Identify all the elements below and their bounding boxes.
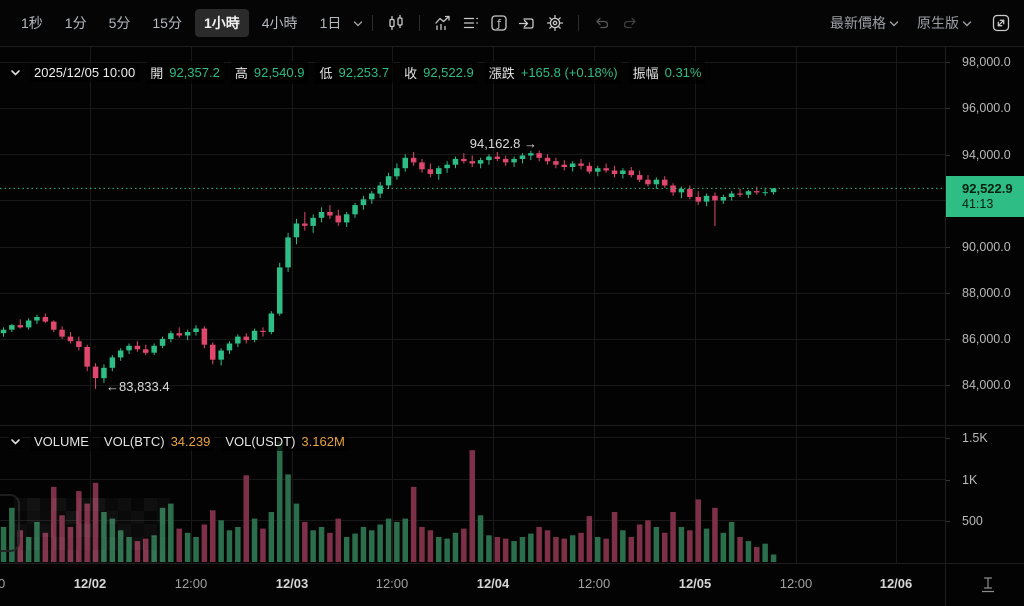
- field-value: 34.239: [170, 434, 211, 449]
- interval-button[interactable]: 4小時: [261, 15, 298, 31]
- axis-time-label: 12/06: [879, 576, 913, 591]
- interval-group: 1秒 1分 5分 15分 1小時 4小時 1日: [12, 9, 350, 37]
- chart-toolbar: 1秒 1分 5分 15分 1小時 4小時 1日: [0, 0, 1024, 47]
- field-label: VOL(USDT): [225, 434, 296, 449]
- legend-field: 開 92,357.2: [146, 61, 224, 84]
- ohlc-legend: 2025/12/05 10:00 開 92,357.2 高 92,540.9 低 92,2…: [8, 61, 706, 84]
- legend-field: 振幅 0.31%: [628, 61, 706, 84]
- field-label: 收: [404, 66, 418, 81]
- interval-button[interactable]: 1小時: [194, 9, 249, 37]
- axis-price-label: 500: [962, 514, 983, 528]
- legend-field: VOL(BTC) 34.239: [99, 432, 215, 451]
- legend-field: 低 92,253.7: [315, 61, 394, 84]
- field-value: 3.162M: [301, 434, 345, 449]
- interval-button[interactable]: 1秒: [21, 15, 43, 31]
- undo-icon[interactable]: [588, 9, 616, 37]
- volume-title: VOLUME: [30, 432, 93, 451]
- field-value: +165.8 (+0.18%): [520, 65, 618, 80]
- volume-legend: VOLUME VOL(BTC) 34.239 VOL(USDT) 3.162M: [8, 432, 349, 451]
- field-value: 92,522.9: [423, 65, 474, 80]
- price-scale-reset-icon[interactable]: [977, 573, 999, 597]
- axis-price-label: 98,000.0: [962, 55, 1011, 69]
- svg-text:ƒ: ƒ: [496, 17, 502, 30]
- field-label: 低: [319, 66, 333, 81]
- axis-price-label: 84,000.0: [962, 378, 1011, 392]
- interval-button[interactable]: 1日: [319, 15, 342, 31]
- last-price-badge[interactable]: 92,522.9 41:13: [946, 176, 1024, 217]
- field-label: VOL(BTC): [103, 434, 165, 449]
- axis-time-label: 12:00: [577, 576, 611, 591]
- price-mode-dropdown[interactable]: 最新價格: [830, 13, 899, 33]
- chevron-down-icon: [889, 19, 899, 28]
- toolbar-separator: [419, 15, 421, 31]
- axis-price-label: 94,000.0: [962, 148, 1011, 162]
- legend-field: 高 92,540.9: [230, 61, 309, 84]
- field-value: 92,357.2: [169, 65, 220, 80]
- settings-gear-icon[interactable]: [541, 9, 569, 37]
- field-label: 振幅: [632, 66, 659, 81]
- legend-field: 收 92,522.9: [400, 61, 478, 84]
- version-label: 原生版: [917, 15, 959, 31]
- axis-time-label: 12:00: [779, 576, 813, 591]
- interval-dropdown-chevron-icon[interactable]: [353, 19, 363, 28]
- candle-style-icon[interactable]: [382, 9, 410, 37]
- field-value: 92,253.7: [338, 65, 390, 80]
- interval-button[interactable]: 5分: [108, 15, 131, 31]
- template-icon[interactable]: [513, 9, 541, 37]
- legend-collapse-chevron-icon[interactable]: [8, 65, 23, 80]
- legend-field: VOL(USDT) 3.162M: [221, 432, 349, 451]
- toolbar-separator: [578, 15, 580, 31]
- axis-price-label: 86,000.0: [962, 332, 1011, 346]
- fullscreen-expand-icon[interactable]: [990, 12, 1012, 34]
- toolbar-separator: [372, 15, 374, 31]
- axis-price-label: 1K: [962, 473, 978, 487]
- low-price-annotation: ←83,833.4: [106, 379, 170, 394]
- axis-time-label: 12:00: [375, 576, 409, 591]
- axis-price-label: 96,000.0: [962, 101, 1011, 115]
- redo-icon[interactable]: [616, 9, 644, 37]
- last-price-value: 92,522.9: [962, 181, 1013, 196]
- interval-button[interactable]: 15分: [152, 15, 182, 31]
- axis-corner-divider: [945, 563, 946, 606]
- axis-price-label: 1.5K: [962, 431, 988, 445]
- field-label: 高: [234, 66, 248, 81]
- time-axis[interactable]: 12:00 12/02 12:00 12/03 12:00 12/04 12:00 12/05…: [0, 563, 1024, 606]
- ohlc-fields: 開 92,357.2 高 92,540.9 低 92,253.7 收 92,522.9 漲跌 +1…: [146, 61, 706, 84]
- legend-datetime: 2025/12/05 10:00: [30, 63, 140, 82]
- high-price-annotation: 94,162.8 →: [469, 136, 537, 151]
- axis-time-label: 12/02: [73, 576, 107, 591]
- field-value: 92,540.9: [253, 65, 305, 80]
- volume-fields: VOL(BTC) 34.239 VOL(USDT) 3.162M: [99, 432, 349, 451]
- field-value: 0.31%: [664, 65, 702, 80]
- legend-field: 漲跌 +165.8 (+0.18%): [484, 61, 622, 84]
- candle-countdown: 41:13: [962, 197, 994, 211]
- axis-time-label: 12:00: [174, 576, 208, 591]
- axis-time-label: 12/05: [678, 576, 712, 591]
- axis-time-label: 12/04: [476, 576, 510, 591]
- axis-price-label: 88,000.0: [962, 286, 1011, 300]
- chevron-down-icon: [962, 19, 972, 28]
- legend-settings-icon[interactable]: [457, 9, 485, 37]
- formula-icon[interactable]: ƒ: [485, 9, 513, 37]
- version-dropdown[interactable]: 原生版: [917, 13, 972, 33]
- price-mode-label: 最新價格: [830, 15, 886, 31]
- field-label: 漲跌: [488, 66, 515, 81]
- axis-time-label: 12/03: [275, 576, 309, 591]
- interval-button[interactable]: 1分: [64, 15, 87, 31]
- candles: [0, 150, 777, 389]
- volume-bars: [0, 441, 777, 562]
- toolbar-right-group: 最新價格 原生版: [830, 12, 1012, 34]
- indicators-icon[interactable]: [429, 9, 457, 37]
- axis-time-label: 12:00: [0, 576, 5, 591]
- axis-price-label: 90,000.0: [962, 240, 1011, 254]
- field-label: 開: [150, 66, 164, 81]
- price-axis[interactable]: 92,522.9 41:13 98,000.0 96,000.0 94,000.0 9…: [945, 47, 1024, 563]
- volume-collapse-chevron-icon[interactable]: [8, 434, 23, 449]
